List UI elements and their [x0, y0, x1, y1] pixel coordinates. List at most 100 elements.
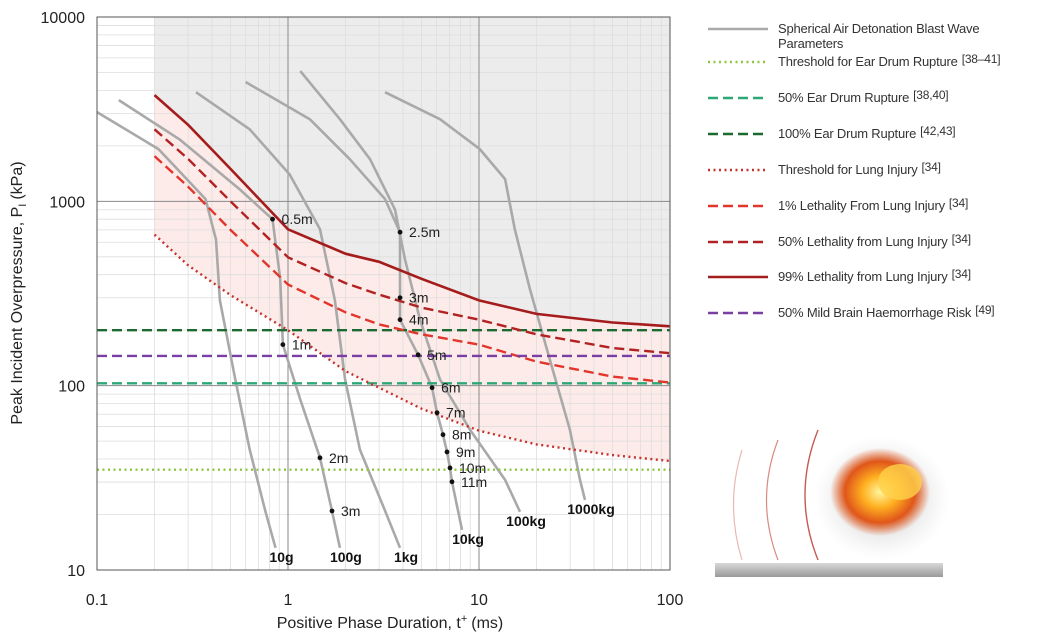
legend-swatch [708, 312, 768, 315]
shaded-region [154, 17, 671, 327]
distance-label: 7m [446, 405, 465, 421]
legend-item: Threshold for Ear Drum Rupture [38–41] [706, 52, 1001, 70]
legend-item: 99% Lethality from Lung Injury [34] [706, 267, 971, 285]
legend-ref: [42,43] [920, 123, 956, 138]
distance-marker [449, 479, 455, 485]
legend-item: 50% Lethality from Lung Injury [34] [706, 231, 971, 250]
y-tick-label: 10 [67, 563, 85, 580]
threshold-line [153, 94, 671, 328]
legend-ref: [34] [948, 195, 969, 210]
blast-curve [299, 70, 522, 513]
y-tick-label: 100 [58, 379, 85, 396]
legend-text: Threshold for Lung Injury [34] [778, 159, 941, 178]
distance-label: 4m [409, 312, 428, 328]
legend-text: 50% Ear Drum Rupture [38,40] [778, 87, 949, 106]
distance-marker [317, 455, 323, 461]
distance-marker [447, 465, 453, 471]
distance-label: 6m [441, 380, 460, 396]
explosion-illustration [715, 429, 950, 577]
threshold-line [153, 155, 671, 384]
distance-marker [329, 508, 335, 514]
distance-label: 8m [452, 427, 471, 443]
distance-label: 2m [329, 450, 348, 466]
x-axis-label-text: Positive Phase Duration, t [277, 615, 462, 632]
distance-label: 0.5m [282, 211, 313, 227]
x-axis-label-sup: + [461, 613, 467, 625]
distance-label: 5m [427, 347, 446, 363]
legend-text: 1% Lethality From Lung Injury [34] [778, 195, 969, 214]
series-layer [97, 94, 671, 471]
ground [715, 563, 943, 577]
x-tick-label: 10 [470, 592, 488, 609]
distance-marker [397, 229, 403, 235]
fill-layer [154, 17, 671, 462]
legend-swatch [708, 276, 768, 279]
fireball-core [878, 464, 922, 500]
legend-ref: [34] [921, 159, 941, 174]
y-axis-label: Peak Incident Overpressure, PI (kPa) [9, 161, 29, 424]
legend-ref: [34] [951, 231, 971, 246]
plot-frame [96, 16, 671, 571]
legend-text: 50% Lethality from Lung Injury [34] [778, 231, 971, 250]
shock-arc [804, 429, 819, 561]
legend-item: 50% Ear Drum Rupture [38,40] [706, 87, 949, 106]
legend-swatch [708, 60, 768, 64]
legend-ref: [34] [951, 267, 971, 282]
y-axis-label-sub: I [17, 204, 29, 207]
shock-arc [765, 439, 779, 561]
legend-label: Spherical Air Detonation Blast Wave Para… [778, 21, 980, 51]
legend-swatch [708, 27, 768, 31]
distance-marker [270, 216, 275, 222]
legend-label: 100% Ear Drum Rupture [778, 125, 917, 141]
distance-marker [434, 410, 440, 416]
x-axis-label: Positive Phase Duration, t+ (ms) [277, 613, 504, 632]
blast-curve [96, 110, 277, 549]
distance-marker [397, 317, 403, 323]
legend-swatch [708, 132, 768, 135]
x-tick-label: 1 [284, 592, 293, 609]
y-tick-label: 1000 [49, 194, 85, 211]
legend-ref: [38–41] [961, 52, 1001, 66]
legend-item: Spherical Air Detonation Blast Wave Para… [706, 21, 1040, 51]
curve-label: 1kg [394, 549, 418, 565]
x-axis-label-unit: (ms) [471, 615, 503, 632]
legend-label: 50% Mild Brain Haemorrhage Risk [778, 305, 972, 321]
legend-text: Threshold for Ear Drum Rupture [38–41] [778, 52, 1001, 70]
legend-item: Threshold for Lung Injury [34] [706, 159, 941, 178]
legend-label: Threshold for Ear Drum Rupture [778, 54, 958, 69]
blast-curve [118, 99, 342, 549]
distance-marker [415, 352, 421, 358]
curve-label: 100g [330, 549, 362, 565]
legend-text: 99% Lethality from Lung Injury [34] [778, 267, 971, 285]
legend-text: 50% Mild Brain Haemorrhage Risk [49] [778, 303, 995, 321]
threshold-line [153, 233, 671, 463]
distance-label: 10m [459, 460, 486, 476]
legend-swatch [708, 168, 768, 171]
distance-label: 9m [456, 444, 475, 460]
y-tick-label: 10000 [41, 10, 86, 27]
legend-swatch [708, 240, 768, 243]
legend-label: Threshold for Lung Injury [778, 161, 918, 177]
legend-text: 100% Ear Drum Rupture [42,43] [778, 123, 956, 142]
legend-swatch [708, 204, 768, 207]
blast-curve [195, 91, 402, 549]
distance-label: 11m [461, 474, 487, 490]
curve-layer [96, 70, 587, 549]
legend-item: 50% Mild Brain Haemorrhage Risk [49] [706, 303, 995, 321]
curve-label: 1000kg [567, 501, 614, 517]
legend-item: 100% Ear Drum Rupture [42,43] [706, 123, 956, 142]
y-axis-label-text: Peak Incident Overpressure, P [9, 207, 26, 425]
legend-label: 50% Ear Drum Rupture [778, 89, 910, 105]
curve-label: 100kg [506, 513, 546, 529]
y-axis-label-unit: (kPa) [9, 161, 26, 199]
distance-label: 2.5m [409, 224, 440, 240]
distance-marker [444, 449, 450, 455]
legend-ref: [49] [975, 303, 995, 318]
distance-marker [280, 342, 286, 348]
curve-label: 10g [269, 549, 293, 565]
distance-marker [429, 385, 435, 391]
legend-item: 1% Lethality From Lung Injury [34] [706, 195, 969, 214]
legend-ref: [38,40] [913, 87, 949, 102]
